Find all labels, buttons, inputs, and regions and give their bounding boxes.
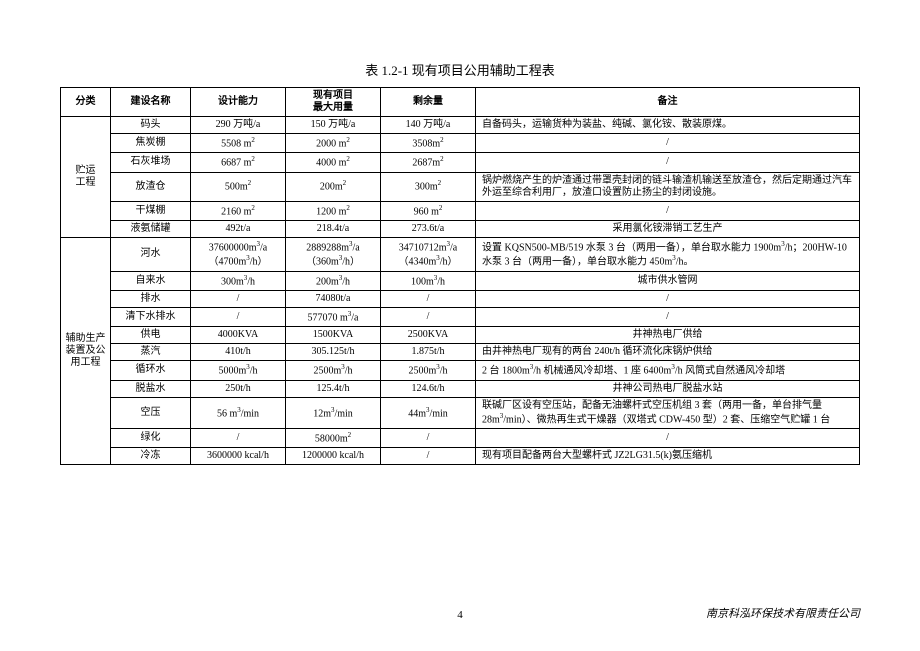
row-note: 现有项目配备两台大型螺杆式 JZ2LG31.5(k)氨压缩机 [476,448,860,465]
row-name: 液氨储罐 [111,220,191,237]
row-use: 577070 m3/a [286,307,381,326]
row-cap: 300m3/h [191,271,286,290]
row-cap: 2160 m2 [191,201,286,220]
row-note: / [476,201,860,220]
auxiliary-engineering-table: 分类 建设名称 设计能力 现有项目最大用量 剩余量 备注 贮运工程 码头 290… [60,87,860,465]
row-note: 城市供水管网 [476,271,860,290]
footer-company: 南京科泓环保技术有限责任公司 [706,605,860,621]
row-note: 采用氯化铵滞销工艺生产 [476,220,860,237]
row-rem: 2500m3/h [381,361,476,380]
row-rem: 100m3/h [381,271,476,290]
row-use: 125.4t/h [286,380,381,397]
row-note: 2 台 1800m3/h 机械通风冷却塔、1 座 6400m3/h 风筒式自然通… [476,361,860,380]
row-note: 设置 KQSN500-MB/519 水泵 3 台（两用一备），单台取水能力 19… [476,237,860,271]
row-use: 2889288m3/a （360m3/h） [286,237,381,271]
row-note: / [476,428,860,447]
row-rem: 273.6t/a [381,220,476,237]
header-category: 分类 [61,88,111,117]
row-name: 清下水排水 [111,307,191,326]
row-note: / [476,153,860,172]
row-rem: / [381,290,476,307]
row-note: / [476,307,860,326]
row-use: 74080t/a [286,290,381,307]
row-cap: 3600000 kcal/h [191,448,286,465]
row-cap: 492t/a [191,220,286,237]
row-cap: 410t/h [191,344,286,361]
row-name: 冷冻 [111,448,191,465]
row-name: 循环水 [111,361,191,380]
row-rem: 2687m2 [381,153,476,172]
row-cap: / [191,290,286,307]
row-note: 井神公司热电厂脱盐水站 [476,380,860,397]
row-note: / [476,134,860,153]
header-usage: 现有项目最大用量 [286,88,381,117]
row-cap: 6687 m2 [191,153,286,172]
row-use: 2000 m2 [286,134,381,153]
row-use: 2500m3/h [286,361,381,380]
row-rem: / [381,428,476,447]
row-name: 绿化 [111,428,191,447]
row-rem: 140 万吨/a [381,117,476,134]
row-note: 由井神热电厂现有的两台 240t/h 循环流化床锅炉供给 [476,344,860,361]
row-name: 石灰堆场 [111,153,191,172]
row-name: 蒸汽 [111,344,191,361]
row-use: 150 万吨/a [286,117,381,134]
row-name: 河水 [111,237,191,271]
row-use: 12m3/min [286,397,381,428]
row-cap: 4000KVA [191,327,286,344]
row-note: 井神热电厂供给 [476,327,860,344]
row-rem: 1.875t/h [381,344,476,361]
row-use: 218.4t/a [286,220,381,237]
table-body: 贮运工程 码头 290 万吨/a 150 万吨/a 140 万吨/a 自备码头，… [61,117,860,465]
row-name: 放渣仓 [111,172,191,201]
row-rem: / [381,448,476,465]
row-use: 1200000 kcal/h [286,448,381,465]
row-name: 焦炭棚 [111,134,191,153]
row-cap: / [191,307,286,326]
row-rem: / [381,307,476,326]
header-note: 备注 [476,88,860,117]
table-title: 表 1.2-1 现有项目公用辅助工程表 [60,60,860,79]
row-use: 200m3/h [286,271,381,290]
row-rem: 300m2 [381,172,476,201]
row-rem: 124.6t/h [381,380,476,397]
row-note: / [476,290,860,307]
row-cap: 500m2 [191,172,286,201]
row-cap: 56 m3/min [191,397,286,428]
category-storage: 贮运工程 [61,117,111,238]
row-name: 码头 [111,117,191,134]
row-name: 供电 [111,327,191,344]
row-rem: 34710712m3/a （4340m3/h） [381,237,476,271]
row-note: 锅炉燃烧产生的炉渣通过带罩壳封闭的链斗输渣机输送至放渣仓，然后定期通过汽车外运至… [476,172,860,201]
row-note: 联碱厂区设有空压站，配备无油螺杆式空压机组 3 套（两用一备，单台排气量 28m… [476,397,860,428]
row-rem: 960 m2 [381,201,476,220]
row-name: 脱盐水 [111,380,191,397]
row-use: 1200 m2 [286,201,381,220]
row-name: 自来水 [111,271,191,290]
row-note: 自备码头，运输货种为装盐、纯碱、氯化铵、散装原煤。 [476,117,860,134]
row-name: 干煤棚 [111,201,191,220]
row-use: 58000m2 [286,428,381,447]
row-use: 4000 m2 [286,153,381,172]
header-remain: 剩余量 [381,88,476,117]
row-use: 200m2 [286,172,381,201]
header-capacity: 设计能力 [191,88,286,117]
row-cap: 250t/h [191,380,286,397]
category-auxiliary: 辅助生产装置及公用工程 [61,237,111,464]
row-rem: 3508m2 [381,134,476,153]
row-name: 排水 [111,290,191,307]
row-cap: 5508 m2 [191,134,286,153]
row-cap: / [191,428,286,447]
row-name: 空压 [111,397,191,428]
row-rem: 44m3/min [381,397,476,428]
row-use: 1500KVA [286,327,381,344]
row-cap: 37600000m3/a （4700m3/h） [191,237,286,271]
row-use: 305.125t/h [286,344,381,361]
row-rem: 2500KVA [381,327,476,344]
row-cap: 5000m3/h [191,361,286,380]
header-name: 建设名称 [111,88,191,117]
row-cap: 290 万吨/a [191,117,286,134]
